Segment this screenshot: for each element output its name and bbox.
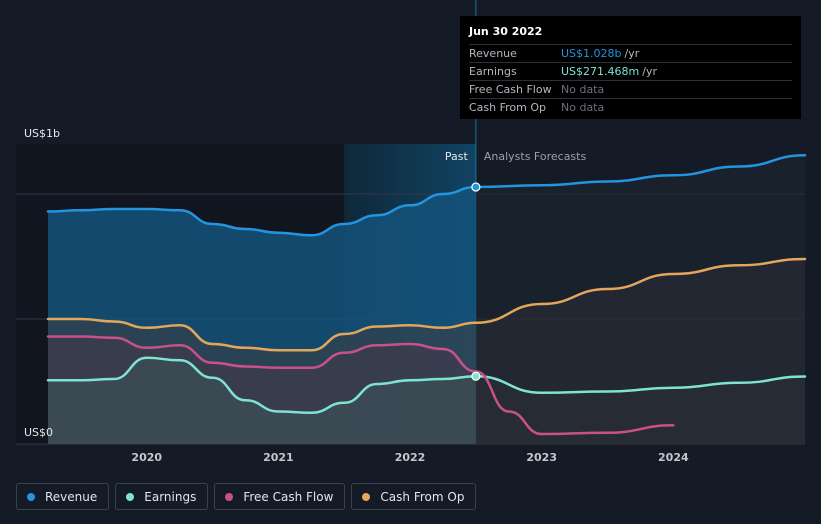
x-tick-label: 2021	[263, 451, 294, 464]
tooltip-row-cfo: Cash From Op No data	[469, 98, 792, 116]
legend-label: Revenue	[45, 489, 98, 504]
legend-dot-icon	[126, 492, 135, 501]
legend-label: Free Cash Flow	[243, 489, 334, 504]
tooltip-label: Revenue	[469, 47, 517, 60]
tooltip-value: No data	[561, 101, 605, 114]
legend-label: Earnings	[144, 489, 197, 504]
tooltip-value: US$1.028b	[561, 47, 622, 60]
tooltip-date: Jun 30 2022	[469, 25, 543, 38]
x-tick-label: 2023	[526, 451, 557, 464]
tooltip-unit: /yr	[624, 47, 640, 60]
series-line-earnings	[46, 356, 807, 415]
y-axis-bottom-label: US$0	[24, 426, 53, 439]
tooltip-label: Free Cash Flow	[469, 83, 552, 96]
legend-dot-icon	[225, 492, 234, 501]
legend-item-earnings[interactable]: Earnings	[115, 483, 209, 510]
tooltip-label: Earnings	[469, 65, 517, 78]
x-tick-label: 2020	[131, 451, 162, 464]
tooltip-value: No data	[561, 83, 605, 96]
legend-dot-icon	[27, 492, 35, 501]
legend-dot-icon	[362, 492, 371, 501]
legend-item-revenue[interactable]: Revenue	[16, 483, 110, 510]
tooltip-row-earnings: Earnings US$271.468m /yr	[469, 62, 792, 80]
tooltip-unit: /yr	[642, 65, 657, 78]
area-earnings-past	[48, 357, 476, 444]
series-line-revenue	[46, 154, 807, 237]
tooltip-value: US$271.468m	[561, 65, 640, 78]
tooltip-label: Cash From Op	[469, 101, 547, 114]
past-label: Past	[445, 150, 469, 163]
series-line-free-cash-flow	[46, 335, 675, 436]
legend-item-free-cash-flow[interactable]: Free Cash Flow	[214, 483, 346, 510]
legend-item-cash-from-op[interactable]: Cash From Op	[351, 483, 477, 510]
x-tick-label: 2022	[395, 451, 426, 464]
legend: Revenue Earnings Free Cash Flow Cash Fro…	[16, 483, 477, 512]
tooltip: Jun 30 2022 Revenue US$1.028b /yr Earnin…	[460, 16, 801, 119]
y-axis-top-label: US$1b	[24, 127, 60, 140]
x-tick-label: 2024	[658, 451, 689, 464]
marker-revenue	[471, 182, 481, 192]
forecast-label: Analysts Forecasts	[484, 150, 587, 163]
tooltip-row-fcf: Free Cash Flow No data	[469, 80, 792, 98]
marker-earnings	[471, 371, 481, 381]
series-line-cash-from-op	[46, 257, 807, 352]
legend-label: Cash From Op	[380, 489, 465, 504]
tooltip-row-revenue: Revenue US$1.028b /yr	[469, 44, 792, 62]
